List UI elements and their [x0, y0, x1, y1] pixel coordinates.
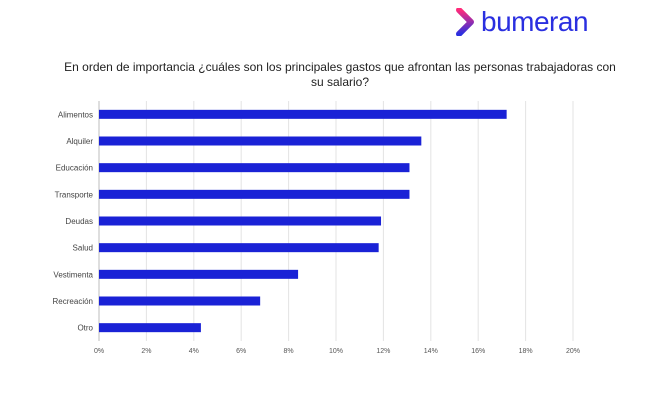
category-label: Transporte [55, 190, 94, 199]
bar [99, 109, 507, 119]
category-label: Alimentos [58, 110, 93, 119]
category-label: Deudas [65, 217, 93, 226]
x-tick-label: 0% [94, 348, 104, 355]
x-tick-label: 6% [236, 348, 246, 355]
category-label: Alquiler [66, 137, 93, 146]
x-tick-label: 16% [471, 348, 485, 355]
category-label: Recreación [53, 297, 93, 306]
x-tick-label: 12% [376, 348, 390, 355]
x-tick-label: 18% [519, 348, 533, 355]
category-label: Educación [56, 164, 93, 173]
x-tick-label: 10% [329, 348, 343, 355]
x-tick-label: 8% [284, 348, 294, 355]
bar [99, 323, 201, 333]
x-tick-label: 4% [189, 348, 199, 355]
category-label: Otro [77, 324, 93, 333]
bar [99, 136, 422, 146]
chart-title: En orden de importancia ¿cuáles son los … [64, 60, 616, 89]
category-label: Salud [73, 244, 93, 253]
brand-name: bumeran [481, 6, 589, 37]
x-tick-label: 2% [141, 348, 151, 355]
bar [99, 243, 379, 253]
category-label: Vestimenta [53, 270, 93, 279]
bar [99, 269, 299, 279]
bar [99, 296, 261, 306]
bumeran-logo-icon [456, 8, 474, 36]
bar [99, 163, 410, 173]
bumeran-logo: bumeran [456, 6, 589, 38]
bar [99, 189, 410, 199]
bar [99, 216, 382, 226]
x-tick-label: 20% [566, 348, 580, 355]
x-tick-label: 14% [424, 348, 438, 355]
